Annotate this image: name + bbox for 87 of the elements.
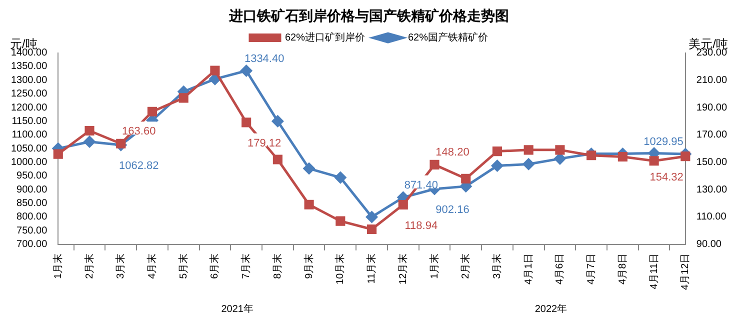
point: [84, 136, 96, 148]
chart-title: 进口铁矿石到岸价格与国产铁精矿价格走势图: [228, 7, 509, 24]
x-tick-label: 3月末: [490, 253, 503, 279]
point: [366, 224, 377, 234]
y2-tick-label: 90.00: [696, 239, 722, 250]
y-tick-label: 1000.00: [10, 156, 48, 168]
x-tick-label: 4月末: [146, 253, 158, 279]
data-label: 148.20: [436, 146, 470, 159]
point: [555, 145, 565, 155]
point: [491, 160, 503, 172]
point: [210, 66, 220, 76]
y-tick-label: 850.00: [16, 198, 48, 210]
x-tick-label: 1月末: [52, 253, 64, 279]
x-tick-label: 4月12日: [680, 253, 692, 290]
x-tick-label: 2月末: [83, 253, 96, 279]
y-tick-label: 800.00: [16, 212, 48, 223]
y-tick-label: 700.00: [16, 239, 48, 250]
y-tick-label: 1200.00: [10, 102, 48, 114]
point: [586, 150, 596, 160]
y2-tick-label: 190.00: [696, 102, 728, 114]
point: [84, 126, 94, 136]
x-tick-label: 10月末: [334, 253, 346, 284]
data-label: 154.32: [650, 171, 684, 184]
text: 2022年: [534, 302, 568, 315]
data-label: 1062.82: [118, 160, 159, 172]
data-label: 163.60: [122, 126, 156, 138]
point: [430, 160, 440, 170]
legend-label: 62%进口矿到岸价: [284, 32, 365, 44]
data-label: 179.12: [248, 137, 282, 150]
y2-tick-label: 170.00: [696, 130, 728, 141]
x-tick-label: 8月末: [271, 253, 284, 279]
y2-tick-label: 150.00: [696, 156, 728, 168]
point: [334, 172, 346, 184]
point: [524, 145, 534, 155]
point: [147, 106, 158, 116]
x-tick-label: 11月末: [366, 253, 378, 284]
point: [461, 174, 471, 184]
x-tick-label: 4月6日: [554, 253, 566, 284]
x-tick-label: 2月末: [460, 253, 472, 279]
point: [336, 216, 346, 226]
y-tick-label: 1250.00: [10, 88, 48, 100]
data-label: 871.40: [404, 179, 438, 192]
y2-tick-label: 130.00: [696, 184, 728, 196]
point: [522, 158, 534, 170]
point: [649, 156, 659, 166]
text: 2021年: [221, 302, 254, 315]
point: [116, 138, 126, 148]
x-tick-label: 1月末: [428, 253, 440, 279]
point: [178, 93, 188, 103]
point: [618, 152, 628, 162]
x-tick-label: 4月1日: [523, 253, 534, 284]
y2-tick-label: 210.00: [696, 74, 728, 86]
point: [398, 200, 408, 210]
y-tick-label: 1150.00: [12, 116, 48, 127]
x-tick-label: 6月末: [208, 253, 221, 279]
x-tick-label: 4月11日: [648, 253, 660, 290]
x-tick-label: 7月末: [240, 253, 252, 279]
data-label: 118.94: [404, 220, 438, 232]
point: [240, 65, 252, 76]
y-tick-label: 900.00: [16, 184, 48, 196]
y-tick-label: 1350.00: [10, 61, 48, 72]
point: [272, 115, 284, 127]
y2-tick-label: 230.00: [696, 48, 728, 59]
x-tick-label: 5月末: [177, 253, 190, 279]
data-label: 1029.95: [644, 136, 684, 148]
point: [492, 146, 502, 156]
point: [53, 149, 63, 159]
y-tick-label: 950.00: [16, 170, 48, 182]
point: [272, 154, 282, 164]
x-tick-label: 9月末: [302, 253, 315, 279]
point: [304, 200, 314, 210]
y-tick-label: 1300.00: [10, 74, 48, 86]
point: [242, 118, 252, 128]
x-tick-label: 12月末: [396, 253, 409, 284]
x-tick-label: 3月末: [114, 253, 127, 279]
data-label: 1334.40: [244, 52, 284, 65]
point: [303, 162, 315, 174]
data-label: 902.16: [436, 204, 470, 216]
x-tick-label: 4月8日: [617, 253, 628, 284]
y-tick-label: 750.00: [16, 225, 48, 236]
y2-tick-label: 110.00: [696, 212, 727, 223]
point: [366, 211, 378, 223]
y-tick-label: 1100.00: [12, 130, 48, 141]
point: [680, 152, 690, 162]
y-tick-label: 1050.00: [10, 143, 48, 154]
legend-label: 62%国产铁精矿价: [408, 32, 488, 44]
x-tick-label: 4月7日: [586, 253, 598, 284]
